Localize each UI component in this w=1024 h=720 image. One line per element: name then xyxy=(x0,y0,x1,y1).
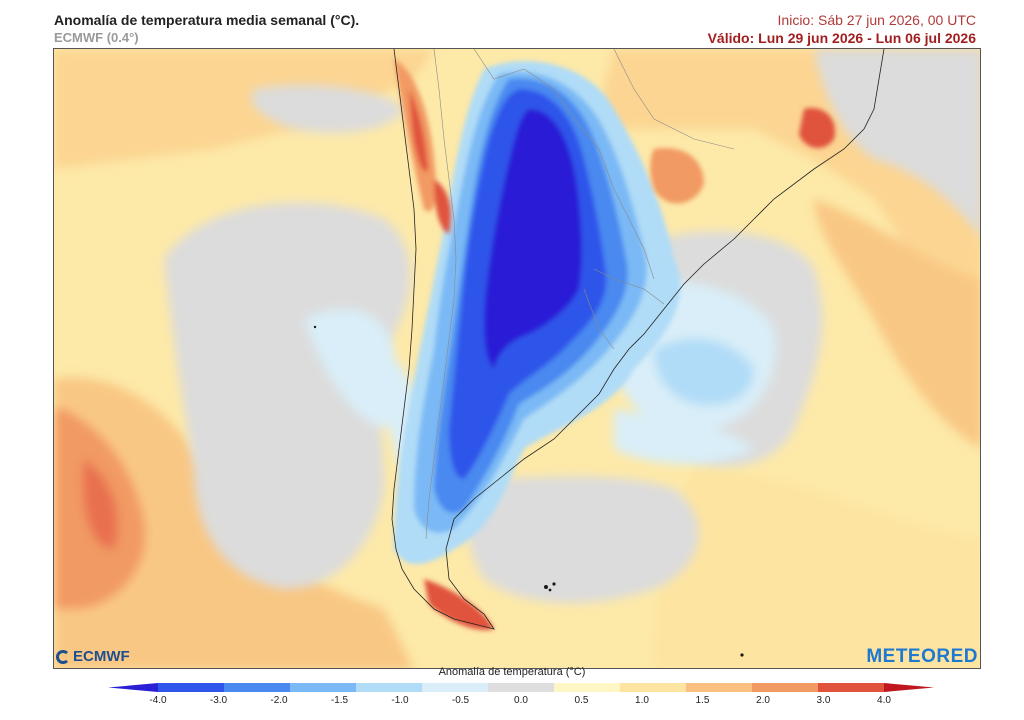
colorbar-tick-label: 0.5 xyxy=(574,695,589,706)
colorbar-extend-high xyxy=(884,683,934,692)
coastline xyxy=(391,49,885,630)
colorbar-segment xyxy=(554,683,621,692)
colorbar-tick-label: -1.0 xyxy=(391,695,409,706)
valid-period: Válido: Lun 29 jun 2026 - Lun 06 jul 202… xyxy=(707,30,976,46)
cold-anomaly-area xyxy=(394,61,681,565)
colorbar-tick-label: 3.0 xyxy=(816,695,831,706)
andes-warm-areas xyxy=(394,59,835,630)
model-label: ECMWF (0.4°) xyxy=(54,30,139,45)
colorbar-segment xyxy=(818,683,885,692)
ecmwf-logo-text: ECMWF xyxy=(73,648,130,665)
colorbar-tick-label: 4.0 xyxy=(877,695,891,706)
colorbar-segment xyxy=(356,683,423,692)
map-canvas xyxy=(54,49,980,668)
colorbar-segment xyxy=(686,683,753,692)
colorbar-segment xyxy=(752,683,819,692)
colorbar xyxy=(108,683,934,692)
colorbar-segment xyxy=(422,683,489,692)
colorbar-tick-label: -1.5 xyxy=(330,695,349,706)
ecmwf-logo-icon xyxy=(56,649,70,664)
meteored-logo: METEORED xyxy=(866,646,978,667)
country-borders xyxy=(425,49,735,540)
colorbar-title: Anomalía de temperatura (°C) xyxy=(438,666,586,678)
colorbar-tick-label: 2.0 xyxy=(756,695,770,706)
ecmwf-logo: ECMWF xyxy=(56,648,130,665)
colorbar-extend-low xyxy=(108,683,158,692)
colorbar-tick-label: -0.5 xyxy=(451,695,470,706)
map-title: Anomalía de temperatura media semanal (°… xyxy=(54,12,360,28)
colorbar-segment xyxy=(224,683,291,692)
colorbar-tick-label: 0.0 xyxy=(514,695,528,706)
colorbar-segment xyxy=(290,683,357,692)
colorbar-tick-label: 1.5 xyxy=(695,695,710,706)
init-time: Inicio: Sáb 27 jun 2026, 00 UTC xyxy=(777,12,976,28)
islands xyxy=(313,325,744,657)
colorbar-segment xyxy=(620,683,687,692)
colorbar-segment xyxy=(158,683,225,692)
colorbar-tick-label: 1.0 xyxy=(635,695,649,706)
colorbar-tick-label: -2.0 xyxy=(270,695,288,706)
colorbar-tick-label: -4.0 xyxy=(149,695,167,706)
colorbar-segment xyxy=(488,683,555,692)
anomaly-map xyxy=(53,48,981,669)
colorbar-tick-label: -3.0 xyxy=(209,695,228,706)
